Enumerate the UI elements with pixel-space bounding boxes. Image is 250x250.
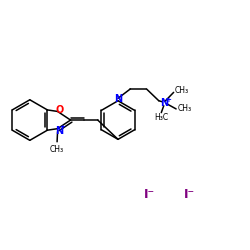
Text: I⁻: I⁻ [144, 188, 155, 201]
Text: +: + [165, 97, 171, 103]
Text: N: N [114, 94, 122, 104]
Text: O: O [56, 105, 64, 115]
Text: CH₃: CH₃ [50, 146, 64, 154]
Text: +: + [60, 124, 66, 130]
Text: N: N [55, 126, 63, 136]
Text: I⁻: I⁻ [184, 188, 195, 201]
Text: CH₃: CH₃ [175, 86, 189, 95]
Text: H₃C: H₃C [154, 113, 168, 122]
Text: N: N [160, 98, 168, 108]
Text: CH₃: CH₃ [177, 104, 192, 114]
